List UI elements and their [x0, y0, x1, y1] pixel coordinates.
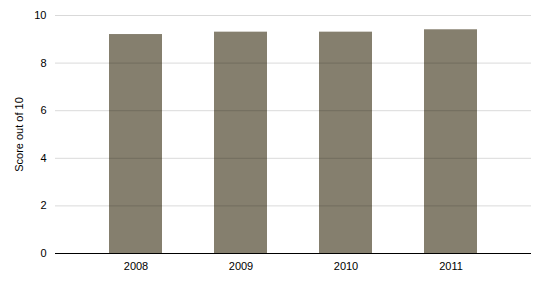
svg-text:2: 2 [40, 199, 46, 211]
svg-text:0: 0 [40, 247, 46, 259]
svg-text:4: 4 [40, 152, 46, 164]
svg-text:2011: 2011 [439, 260, 463, 272]
svg-text:2009: 2009 [229, 260, 253, 272]
svg-text:10: 10 [34, 9, 46, 21]
svg-text:2008: 2008 [124, 260, 148, 272]
svg-text:8: 8 [40, 57, 46, 69]
svg-text:2010: 2010 [334, 260, 358, 272]
svg-text:6: 6 [40, 104, 46, 116]
svg-text:Score out of 10: Score out of 10 [13, 97, 25, 172]
